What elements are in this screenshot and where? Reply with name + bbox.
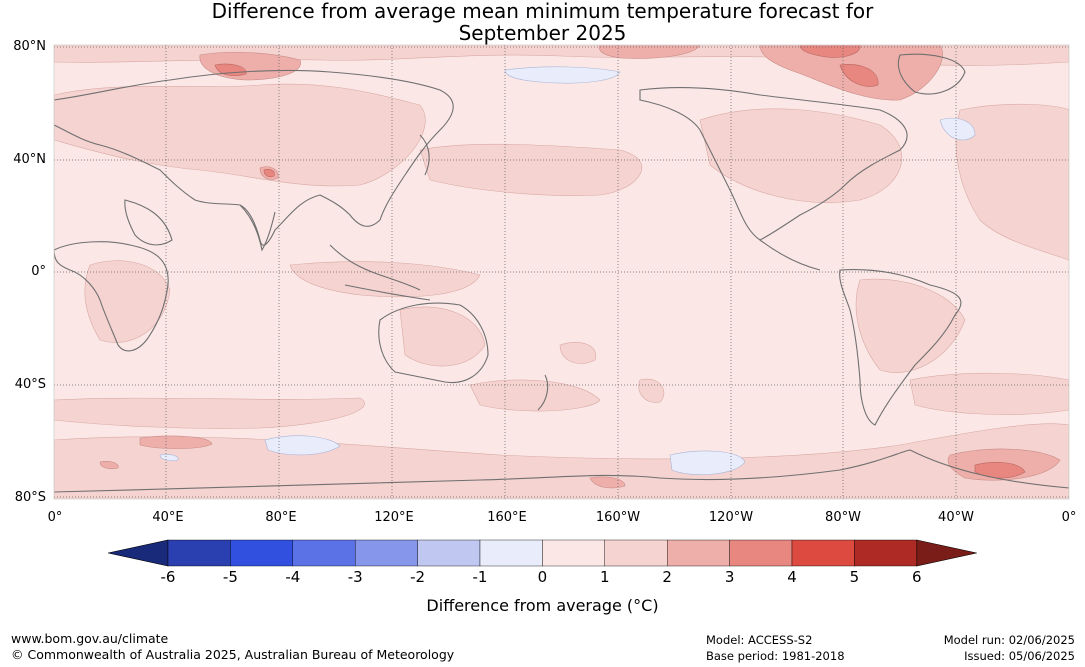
lon-label: 0°	[47, 510, 63, 525]
lat-label: 80°N	[13, 39, 46, 54]
lon-label: 160°W	[595, 510, 641, 525]
lat-label: 80°S	[14, 490, 46, 505]
colorbar-segment	[604, 539, 668, 567]
colorbar-segment	[791, 539, 855, 567]
colorbar-tick-label: -5	[222, 568, 238, 586]
colorbar-tick-label: -4	[285, 568, 301, 586]
lon-label: 160°E	[487, 510, 527, 525]
colorbar-segment	[417, 539, 481, 567]
colorbar-segment	[479, 539, 543, 567]
colorbar-tick-label: 6	[912, 568, 922, 586]
colorbar-tick-label: -6	[160, 568, 176, 586]
lon-label: 80°W	[825, 510, 861, 525]
chart-title-line2: September 2025	[458, 21, 627, 45]
footer-issued: Issued: 05/06/2025	[964, 649, 1075, 663]
colorbar-tick-label: 1	[600, 568, 610, 586]
footer-model-run: Model run: 02/06/2025	[943, 633, 1075, 647]
colorbar-segment	[667, 539, 730, 567]
colorbar-tick-label: -1	[472, 568, 488, 586]
coastlines	[54, 53, 1069, 493]
colorbar-segment	[854, 539, 918, 567]
colorbar-tick-label: 2	[662, 568, 672, 586]
footer-website: www.bom.gov.au/climate	[11, 631, 169, 646]
colorbar-segment	[292, 539, 356, 567]
colorbar-label: Difference from average (°C)	[426, 596, 659, 615]
colorbar-segment	[542, 539, 606, 567]
colorbar-tick-label: 4	[787, 568, 797, 586]
colorbar-tick-label: 0	[537, 568, 548, 586]
colorbar	[107, 539, 977, 567]
lat-label: 0°	[31, 264, 46, 279]
footer-copyright: © Commonwealth of Australia 2025, Austra…	[11, 647, 455, 662]
map-frame	[53, 44, 1070, 500]
lat-label: 40°S	[14, 377, 46, 392]
graticule	[54, 45, 1069, 499]
anomaly-minus1-0-regions	[159, 66, 976, 475]
lon-label: 120°W	[708, 510, 754, 525]
colorbar-tick-label: 3	[724, 568, 735, 586]
colorbar-tick-label: -3	[347, 568, 363, 586]
colorbar-extend-high	[916, 539, 977, 567]
lat-label: 40°N	[13, 152, 46, 167]
forecast-map	[53, 44, 1070, 500]
lon-label: 40°E	[152, 510, 184, 525]
colorbar-segment	[230, 539, 293, 567]
colorbar-segment	[355, 539, 418, 567]
footer-model: Model: ACCESS-S2	[706, 633, 813, 647]
colorbar-tick-label: 5	[849, 568, 860, 586]
colorbar-tick-label: -2	[410, 568, 426, 586]
anomaly-3-4-regions	[214, 45, 1026, 479]
footer-base-period: Base period: 1981-2018	[706, 649, 845, 663]
colorbar-segment	[729, 539, 793, 567]
colorbar-extend-low	[107, 539, 169, 567]
chart-title-line1: Difference from average mean minimum tem…	[211, 0, 874, 23]
anomaly-1-2-regions	[54, 45, 1069, 499]
lon-label: 80°E	[265, 510, 297, 525]
lon-label: 0°	[1061, 510, 1077, 525]
lon-label: 120°E	[374, 510, 414, 525]
lon-label: 40°W	[938, 510, 974, 525]
colorbar-segment	[167, 539, 231, 567]
